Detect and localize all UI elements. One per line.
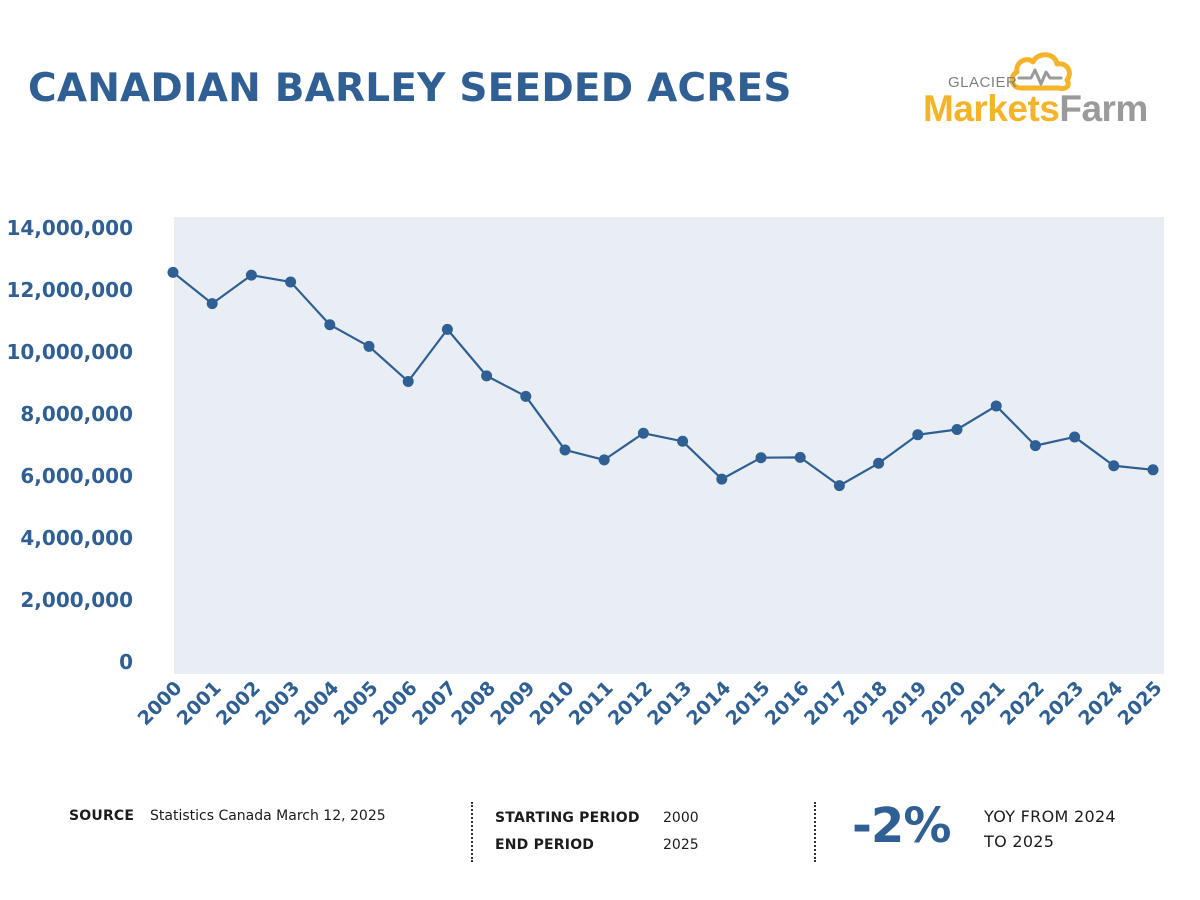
x-tick-label: 2012	[604, 677, 657, 730]
data-point	[245, 269, 257, 281]
data-point	[912, 429, 924, 441]
data-point	[481, 370, 493, 382]
y-tick-label: 4,000,000	[20, 526, 133, 550]
x-tick-label: 2009	[486, 677, 539, 730]
data-point	[873, 457, 885, 469]
data-point	[520, 390, 532, 402]
data-point	[1147, 464, 1159, 476]
x-tick-label: 2018	[839, 677, 892, 730]
data-point	[441, 323, 453, 335]
data-point	[1069, 431, 1081, 443]
logo-brand-markets: Markets	[923, 88, 1060, 129]
yoy-value: -2%	[852, 798, 951, 854]
x-tick-label: 2001	[173, 677, 226, 730]
x-tick-label: 2014	[682, 677, 735, 730]
footer: SOURCE Statistics Canada March 12, 2025 …	[0, 790, 1200, 880]
y-tick-label: 10,000,000	[6, 340, 133, 364]
x-tick-label: 2013	[643, 677, 696, 730]
x-tick-label: 2003	[251, 677, 304, 730]
y-tick-label: 2,000,000	[20, 588, 133, 612]
x-tick-label: 2025	[1114, 677, 1167, 730]
line-chart: 0 2,000,000 4,000,000 6,000,000 8,000,000 10,…	[6, 216, 1167, 730]
logo-brand-text: MarketsFarm	[923, 88, 1148, 130]
x-tick-label: 2023	[1035, 677, 1088, 730]
cloud-heartbeat-icon	[1009, 52, 1072, 91]
data-point	[363, 340, 375, 352]
x-tick-label: 2017	[800, 677, 853, 730]
x-tick-label: 2004	[290, 677, 343, 730]
yoy-text-line1: YOY FROM 2024	[984, 807, 1116, 826]
x-tick-label: 2015	[722, 677, 775, 730]
x-tick-label: 2021	[957, 677, 1010, 730]
divider-1	[471, 802, 473, 862]
series-line	[172, 271, 1154, 487]
x-tick-label: 2010	[526, 677, 579, 730]
x-tick-label: 2019	[878, 677, 931, 730]
x-tick-label: 2011	[565, 677, 618, 730]
data-point	[833, 480, 845, 492]
start-period-label: STARTING PERIOD	[495, 810, 640, 826]
data-point	[755, 452, 767, 464]
source-label: SOURCE	[69, 808, 135, 824]
x-tick-label: 2005	[330, 677, 383, 730]
data-point	[1108, 460, 1120, 472]
data-point	[716, 473, 728, 485]
logo-brand-farm: Farm	[1059, 88, 1148, 129]
x-tick-label: 2022	[996, 677, 1049, 730]
divider-2	[814, 802, 816, 862]
data-point	[990, 400, 1002, 412]
y-tick-label: 8,000,000	[20, 402, 133, 426]
data-point	[794, 451, 806, 463]
y-tick-label: 0	[119, 650, 133, 674]
y-axis: 0 2,000,000 4,000,000 6,000,000 8,000,000 10,…	[6, 216, 133, 674]
x-axis: 2000200120022003200420052006200720082009…	[134, 677, 1167, 730]
source-value: Statistics Canada March 12, 2025	[150, 808, 386, 824]
data-point	[285, 276, 297, 288]
y-tick-label: 6,000,000	[20, 464, 133, 488]
data-point	[167, 266, 179, 278]
data-point	[598, 454, 610, 466]
x-tick-label: 2024	[1074, 677, 1127, 730]
y-tick-label: 12,000,000	[6, 278, 133, 302]
x-tick-label: 2002	[212, 677, 265, 730]
end-period-label: END PERIOD	[495, 837, 595, 853]
data-point	[637, 427, 649, 439]
data-point	[1029, 440, 1041, 452]
data-point	[951, 424, 963, 435]
data-point	[206, 298, 218, 310]
x-tick-label: 2006	[369, 677, 422, 730]
data-point	[324, 319, 336, 331]
x-tick-label: 2016	[761, 677, 814, 730]
data-point	[559, 444, 571, 456]
x-tick-label: 2007	[408, 677, 461, 730]
brand-logo: GLACIER MarketsFarm	[920, 50, 1160, 130]
x-tick-label: 2000	[134, 677, 187, 730]
data-point	[677, 435, 689, 447]
y-tick-label: 14,000,000	[6, 216, 133, 240]
x-tick-label: 2008	[447, 677, 500, 730]
yoy-text-line2: TO 2025	[984, 832, 1055, 851]
data-point	[402, 375, 414, 387]
plot-area	[174, 217, 1164, 674]
start-period-value: 2000	[663, 810, 699, 826]
logo-small-text: GLACIER	[948, 74, 1018, 91]
data-points	[167, 266, 1159, 492]
x-tick-label: 2020	[918, 677, 971, 730]
end-period-value: 2025	[663, 837, 699, 853]
page-title: CANADIAN BARLEY SEEDED ACRES	[28, 66, 792, 111]
